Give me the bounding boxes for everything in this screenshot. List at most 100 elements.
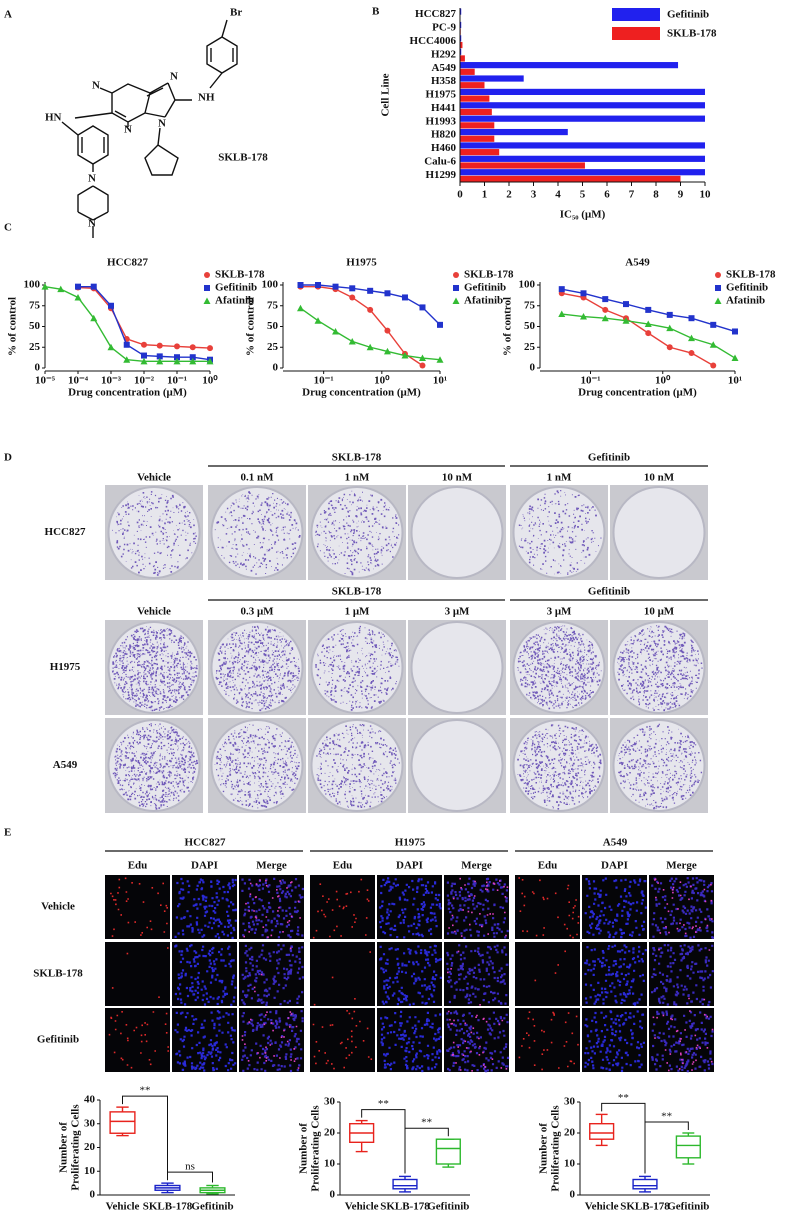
marker [349,285,356,292]
cells [243,879,301,938]
fit-line [44,285,210,363]
chart-title: H1975 [346,257,377,269]
atom: N [88,218,96,230]
legend-marker [715,285,721,291]
bonds [61,19,238,238]
significance-label: ** [421,1117,432,1129]
legend-marker [203,297,211,304]
marker [174,343,180,350]
panel-label: D [4,452,12,464]
marker [731,354,739,362]
box [675,1135,701,1159]
bar [460,115,705,122]
column-label: DAPI [191,860,218,872]
image-background [649,942,714,1006]
y-tick-label: 20 [84,1141,96,1153]
y-tick-label: Calu-6 [424,155,456,167]
x-tick-label: 10⁰ [655,375,671,387]
atom: N [92,80,100,92]
legend-label: Gefitinib [726,282,768,294]
colony-image [610,485,708,580]
y-axis-title: Number of [298,1123,310,1174]
group-label: Gefitinib [588,586,630,598]
x-axis-title: Drug concentration (μM) [578,387,697,399]
y-tick-label: H1299 [425,169,456,181]
fluorescence-image [105,1008,170,1072]
marker [156,357,164,365]
colonies [617,723,703,810]
fit-line [77,286,211,349]
x-tick-label: 10⁻¹ [314,375,334,387]
y-tick-label: 0 [330,1189,336,1201]
cells [446,944,509,1005]
marker [107,343,115,351]
panel-label: A [4,9,12,21]
marker [579,313,587,320]
fluorescence-image [172,1008,237,1072]
image-background [310,942,375,1006]
x-tick-label: 10 [700,189,712,201]
bar [460,41,463,49]
marker [666,324,674,332]
cells [518,1011,579,1071]
marker [384,290,391,297]
y-tick-label: H820 [431,129,457,141]
y-axis-title: % of control [7,297,19,356]
colony-image [308,485,406,580]
bar [460,135,495,142]
cells [379,944,442,1006]
x-axis-title: Drug concentration (μM) [68,387,187,399]
box [632,1178,658,1190]
group-label: A549 [603,837,628,849]
cells [380,1010,442,1073]
x-tick-label: 10¹ [728,375,742,387]
marker [349,294,356,301]
cells [446,1010,510,1073]
colony-image [208,485,306,580]
fluorescence-image [310,875,375,939]
legend-swatch [612,8,660,21]
box [392,1178,418,1190]
x-tick-label: Gefitinib [667,1201,709,1213]
colony-image [308,718,406,813]
colonies [215,625,300,712]
cells [241,877,304,939]
x-tick-label: 9 [678,189,684,201]
y-tick-label: 25 [29,341,41,353]
marker [74,293,82,301]
plate [410,486,504,579]
y-tick-label: 75 [29,299,41,311]
cells [584,944,647,1006]
colony-image [510,485,608,580]
chart-title: HCC827 [107,257,148,269]
cells [651,877,714,939]
bar [460,48,462,55]
column-label: 10 nM [644,472,675,484]
y-tick-label: 30 [564,1096,576,1108]
marker [688,334,696,342]
marker [558,286,565,293]
significance-bracket [167,1171,213,1183]
atom: Br [230,7,242,19]
colonies [112,626,198,712]
y-tick-label: 20 [324,1127,336,1139]
y-tick-label: 100 [24,279,41,291]
x-tick-label: 0 [457,189,463,201]
row-label: H1975 [50,661,81,673]
group-label: Gefitinib [588,452,630,464]
group-label: H1975 [395,837,426,849]
cells [174,877,237,939]
y-tick-label: H292 [431,48,457,60]
y-axis-title: Cell Line [380,73,392,116]
group-label: SKLB-178 [332,586,382,598]
marker [645,330,652,337]
marker [90,283,97,290]
marker [558,310,566,318]
significance-label: ** [661,1111,672,1123]
atom: HN [45,112,62,124]
compound-label: SKLB-178 [218,152,268,164]
fluorescence-image [239,942,304,1007]
plate [612,486,706,579]
marker [437,321,443,328]
